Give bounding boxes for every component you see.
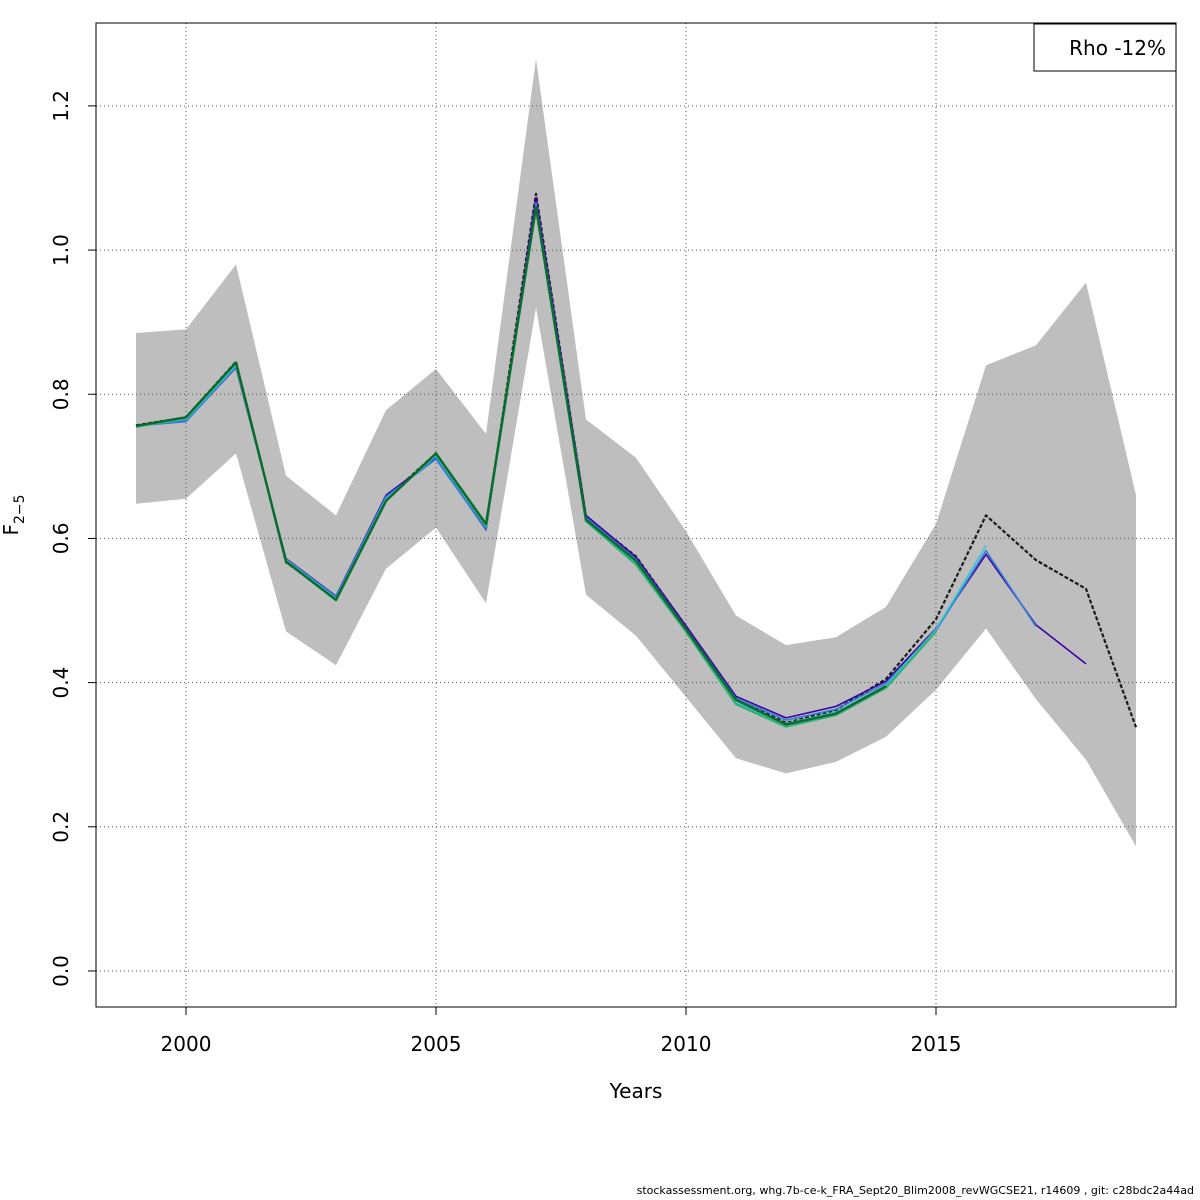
y-axis-title-subscript: 2−5: [12, 494, 28, 524]
x-axis-title: Years: [609, 1079, 663, 1103]
y-tick-label: 1.0: [49, 234, 73, 266]
legend: Rho -12%: [1033, 23, 1177, 72]
confidence-band: [136, 59, 1136, 847]
plot-frame: [95, 22, 1177, 1008]
x-axis-ticks: 2000 2005 2010 2015: [161, 1007, 962, 1056]
legend-box: [1033, 23, 1177, 72]
y-tick-label: 0.0: [49, 955, 73, 987]
y-tick-label: 1.2: [49, 90, 73, 122]
y-tick-label: 0.8: [49, 378, 73, 410]
x-tick-label: 2015: [911, 1032, 962, 1056]
x-tick-label: 2005: [411, 1032, 462, 1056]
y-axis-ticks: 0.0 0.2 0.4 0.6 0.8 1.0 1.2: [49, 90, 96, 987]
y-tick-label: 0.6: [49, 522, 73, 554]
y-axis-title: F2−5: [0, 494, 28, 535]
x-tick-label: 2000: [161, 1032, 212, 1056]
confidence-band-layer: [136, 59, 1136, 847]
footer-text: stockassessment.org, whg.7b-ce-k_FRA_Sep…: [636, 1184, 1194, 1197]
legend-text: Rho -12%: [1069, 36, 1166, 60]
grid-layer: [96, 23, 1176, 1007]
x-tick-label: 2010: [661, 1032, 712, 1056]
y-tick-label: 0.2: [49, 811, 73, 843]
series-line-6: [135, 205, 887, 726]
y-axis-title-main: F: [0, 524, 23, 536]
y-tick-label: 0.4: [49, 667, 73, 699]
series-layer: [135, 192, 1138, 728]
